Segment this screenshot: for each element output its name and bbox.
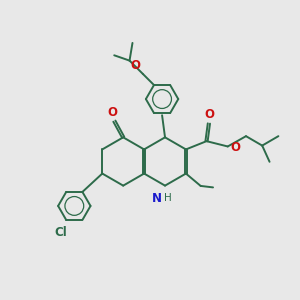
Text: O: O: [130, 59, 140, 72]
Text: O: O: [230, 141, 240, 154]
Text: N: N: [152, 191, 161, 205]
Text: O: O: [205, 108, 214, 121]
Text: Cl: Cl: [55, 226, 67, 239]
Text: O: O: [107, 106, 117, 119]
Text: H: H: [164, 193, 172, 203]
